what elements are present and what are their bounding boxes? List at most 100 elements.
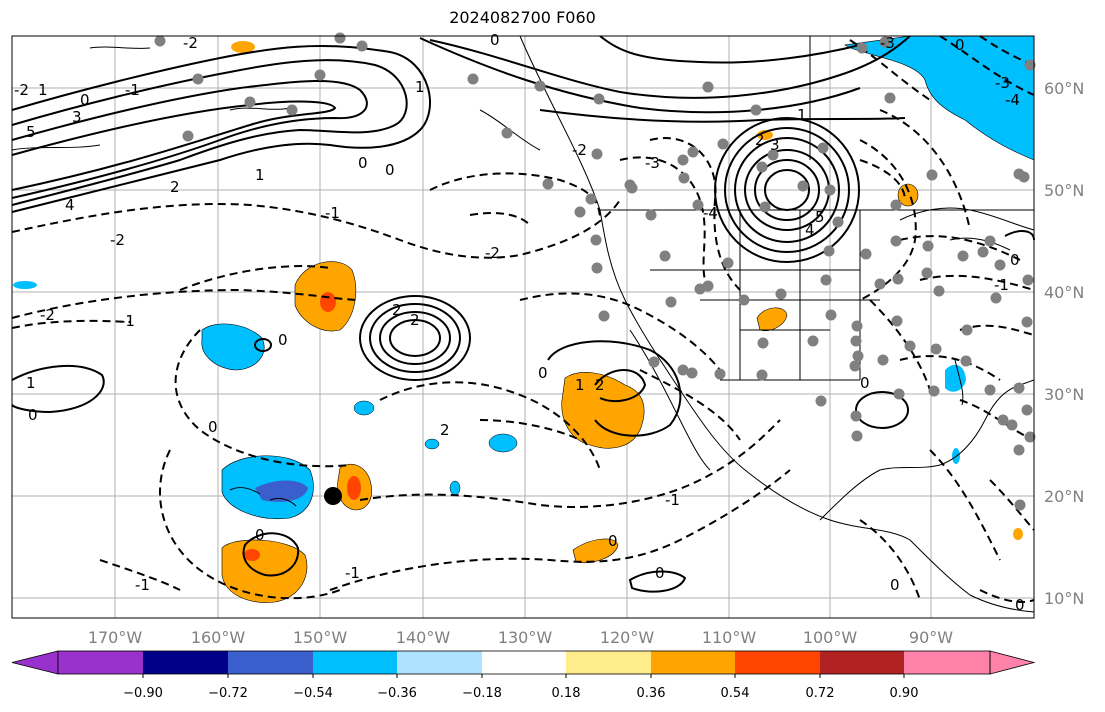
- colorbar-outline: [57, 650, 991, 675]
- station-dot: [850, 335, 862, 347]
- shade-red-core-2: [244, 549, 260, 561]
- station-dot: [997, 414, 1009, 426]
- station-dot: [850, 410, 862, 422]
- map-frame: [11, 35, 1035, 619]
- latitude-labels: 60°N 50°N 40°N 30°N 20°N 10°N: [1044, 79, 1084, 608]
- contour-label: 1: [255, 166, 265, 184]
- station-dot: [921, 267, 933, 279]
- station-dot: [585, 193, 597, 205]
- station-dot: [624, 179, 636, 191]
- station-dot: [984, 235, 996, 247]
- station-dot: [851, 430, 863, 442]
- shade-blue-hawaii-core: [255, 480, 308, 502]
- contour-label: 2: [392, 301, 402, 319]
- map-background: [12, 36, 1034, 618]
- contour-label: 0: [28, 406, 38, 424]
- station-dot: [648, 356, 660, 368]
- contour-label: 0: [385, 161, 395, 179]
- latitude-label: 20°N: [1044, 487, 1084, 506]
- station-dot: [702, 81, 714, 93]
- contour-label: 2: [595, 376, 605, 394]
- station-dot: [665, 296, 677, 308]
- longitude-label: 120°W: [600, 628, 655, 647]
- station-dot: [286, 104, 298, 116]
- contour-label: 2: [170, 178, 180, 196]
- station-dot: [244, 96, 256, 108]
- colorbar-tick-label: 0.90: [890, 686, 919, 701]
- station-dot: [590, 234, 602, 246]
- station-dot: [591, 148, 603, 160]
- colorbar-tick-label: 0.72: [806, 686, 835, 701]
- station-dot: [890, 235, 902, 247]
- contour-label: 1: [26, 374, 36, 392]
- station-dot: [825, 309, 837, 321]
- colorbar-segment: [482, 651, 566, 674]
- contour-label: 0: [860, 374, 870, 392]
- station-dot: [314, 69, 326, 81]
- station-dot: [926, 169, 938, 181]
- colorbar: [11, 650, 1036, 675]
- station-dot: [807, 335, 819, 347]
- station-dot: [750, 104, 762, 116]
- station-dot: [961, 324, 973, 336]
- station-dot: [757, 337, 769, 349]
- longitude-labels: 170°W 160°W 150°W 140°W 130°W 120°W 110°W 100°W…: [88, 628, 953, 647]
- longitude-label: 150°W: [293, 628, 348, 647]
- station-dot: [977, 246, 989, 258]
- longitude-label: 110°W: [702, 628, 757, 647]
- station-dot: [797, 180, 809, 192]
- map-title: 2024082700 F060: [449, 8, 596, 27]
- station-dot: [984, 384, 996, 396]
- station-dot: [884, 92, 896, 104]
- colorbar-tick-label: 0.36: [637, 686, 666, 701]
- colorbar-extend-max: [989, 650, 1036, 675]
- colorbar-segment: [566, 651, 651, 674]
- shade-cyan-left-edge: [13, 281, 37, 289]
- shade-orange-southwest-us: [756, 307, 788, 331]
- contour-label: -2: [40, 306, 55, 324]
- contour-label: 0: [1015, 596, 1025, 614]
- colorbar-segment: [143, 651, 228, 674]
- shade-cyan-small-4: [449, 480, 461, 496]
- longitude-label: 130°W: [498, 628, 553, 647]
- station-dot: [928, 385, 940, 397]
- contour-label: 0: [608, 532, 618, 550]
- longitude-label: 160°W: [191, 628, 246, 647]
- station-dot: [893, 388, 905, 400]
- station-dot: [738, 294, 750, 306]
- station-dot: [756, 161, 768, 173]
- contour-label: 0: [890, 576, 900, 594]
- contour-label: 4: [805, 221, 815, 239]
- longitude-label: 90°W: [909, 628, 953, 647]
- station-dot: [874, 278, 886, 290]
- contour-label: -1: [125, 81, 140, 99]
- colorbar-tick-label: −0.36: [377, 686, 417, 701]
- station-dot: [892, 273, 904, 285]
- contour-label: 3: [72, 108, 82, 126]
- contour-label: -2: [14, 81, 29, 99]
- station-dot: [775, 288, 787, 300]
- station-dot: [1021, 404, 1033, 416]
- longitude-label: 100°W: [803, 628, 858, 647]
- shade-cyan-central-pacific: [201, 323, 265, 371]
- colorbar-segment: [651, 651, 735, 674]
- colorbar-tick-label: −0.90: [123, 686, 163, 701]
- colorbar-segment: [397, 651, 482, 674]
- shade-cyan-small-1: [353, 400, 375, 416]
- station-dot: [593, 93, 605, 105]
- shade-orange-southeast: [572, 538, 619, 563]
- shade-orange-top: [231, 41, 255, 53]
- shade-red-core-3: [347, 476, 361, 500]
- colorbar-segment: [820, 651, 904, 674]
- contour-label: 1: [38, 81, 48, 99]
- station-dot: [820, 274, 832, 286]
- contour-label: 5: [26, 123, 36, 141]
- station-dot: [692, 199, 704, 211]
- latitude-label: 30°N: [1044, 385, 1084, 404]
- contour-label: 1: [575, 376, 585, 394]
- station-dot: [714, 368, 726, 380]
- station-dot: [722, 257, 734, 269]
- station-dot: [677, 364, 689, 376]
- latitude-label: 50°N: [1044, 181, 1084, 200]
- station-dot: [759, 201, 771, 213]
